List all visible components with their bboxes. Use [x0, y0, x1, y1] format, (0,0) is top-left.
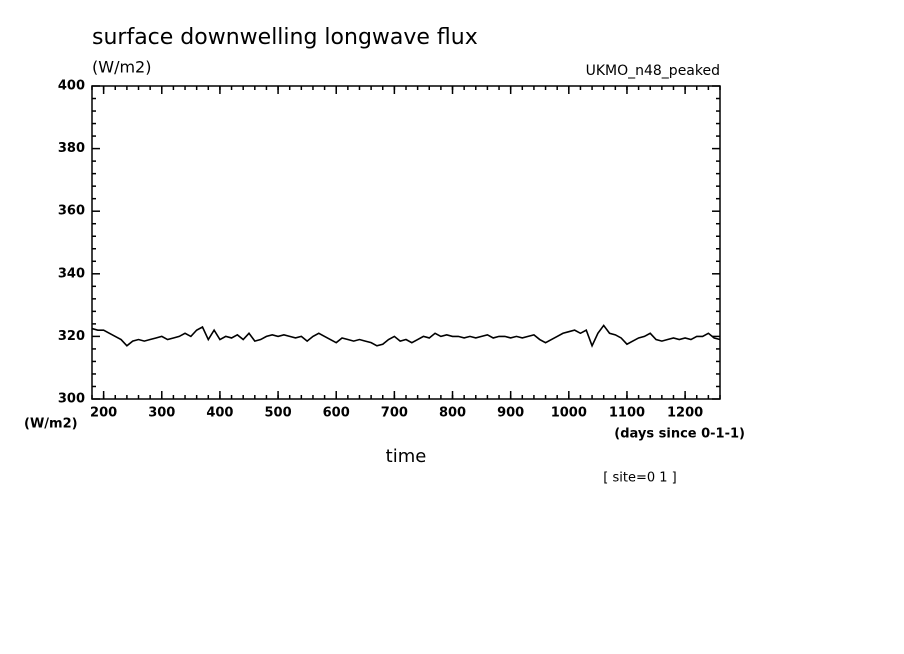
data-line: [91, 324, 721, 348]
plot-frame: [91, 85, 721, 400]
x-tick-label: 1200: [667, 406, 703, 421]
x-tick-label: 600: [323, 406, 350, 421]
chart-title: surface downwelling longwave flux: [92, 25, 478, 50]
units-label: (W/m2): [92, 58, 151, 77]
subtitle: UKMO_n48_peaked: [586, 63, 720, 79]
x-tick-label: 500: [265, 406, 292, 421]
y-tick-label: 360: [58, 204, 85, 219]
x-tick-label: 900: [497, 406, 524, 421]
y-tick-label: 320: [58, 329, 85, 344]
x-tick-label: 800: [439, 406, 466, 421]
x-tick-label: 200: [90, 406, 117, 421]
annotation: [ site=0 1 ]: [603, 471, 676, 486]
y-tick-label: 380: [58, 141, 85, 156]
y-tick-label: 400: [58, 79, 85, 94]
x-tick-label: 400: [206, 406, 233, 421]
x-axis-label: time: [386, 446, 427, 467]
y-axis-label: (W/m2): [24, 417, 78, 432]
x-tick-label: 1000: [551, 406, 587, 421]
y-tick-label: 340: [58, 266, 85, 281]
x-tick-label: 700: [381, 406, 408, 421]
x-units-label: (days since 0-1-1): [614, 427, 745, 442]
x-tick-label: 1100: [609, 406, 645, 421]
x-tick-label: 300: [148, 406, 175, 421]
y-tick-label: 300: [58, 392, 85, 407]
